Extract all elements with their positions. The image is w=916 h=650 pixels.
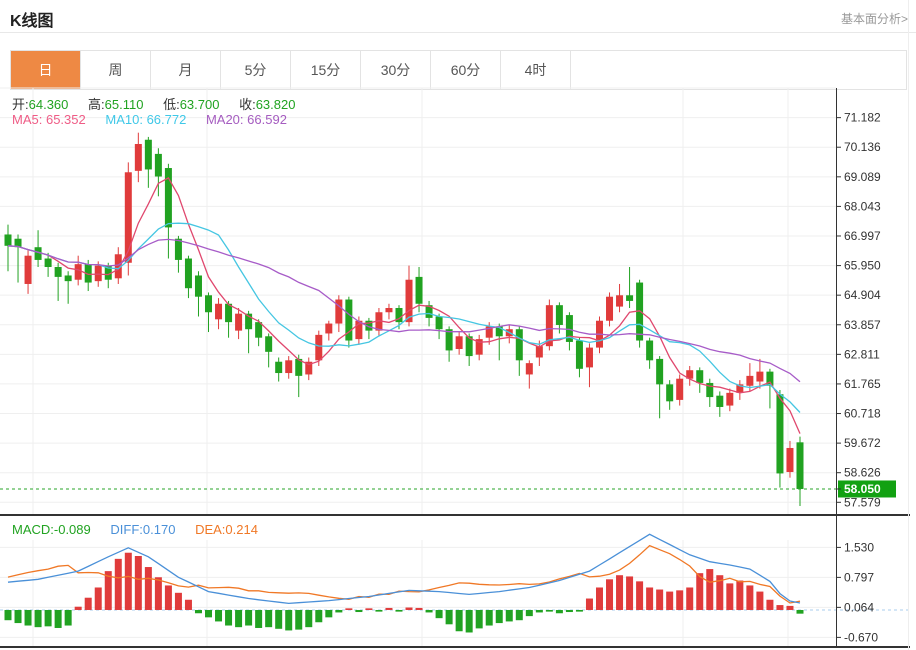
dea-label: DEA: <box>195 522 226 537</box>
macd-label: MACD: <box>12 522 54 537</box>
ma5-value: 65.352 <box>45 112 86 127</box>
svg-text:66.997: 66.997 <box>844 229 881 243</box>
low-label: 低: <box>163 97 180 112</box>
tab-week[interactable]: 周 <box>81 51 151 89</box>
diff-label: DIFF: <box>110 522 143 537</box>
open-label: 开: <box>12 97 29 112</box>
tab-60min[interactable]: 60分 <box>431 51 501 89</box>
ohlc-info-row: 开:64.360 高:65.110 低:63.700 收:63.820 <box>12 94 311 113</box>
svg-text:69.089: 69.089 <box>844 170 881 184</box>
page-title: K线图 <box>10 13 54 30</box>
svg-text:64.904: 64.904 <box>844 288 881 302</box>
tab-month[interactable]: 月 <box>151 51 221 89</box>
svg-text:58.050: 58.050 <box>844 482 881 496</box>
svg-text:71.182: 71.182 <box>844 111 881 125</box>
close-label: 收: <box>239 97 256 112</box>
tab-4hour[interactable]: 4时 <box>501 51 571 89</box>
close-value: 63.820 <box>255 97 296 112</box>
svg-text:65.950: 65.950 <box>844 259 881 273</box>
ma-info-row: MA5: 65.352 MA10: 66.772 MA20: 66.592 <box>12 112 303 127</box>
svg-text:0.064: 0.064 <box>844 600 874 614</box>
svg-text:57.579: 57.579 <box>844 495 881 509</box>
tab-day[interactable]: 日 <box>11 51 81 89</box>
interval-tabstrip: 日 周 月 5分 15分 30分 60分 4时 <box>10 50 907 90</box>
content-right-border <box>908 0 909 650</box>
svg-text:59.672: 59.672 <box>844 436 881 450</box>
high-label: 高: <box>88 97 105 112</box>
svg-text:60.718: 60.718 <box>844 407 881 421</box>
low-value: 63.700 <box>179 97 220 112</box>
svg-text:61.765: 61.765 <box>844 377 881 391</box>
svg-text:68.043: 68.043 <box>844 199 881 213</box>
svg-text:70.136: 70.136 <box>844 140 881 154</box>
macd-value: -0.089 <box>53 522 91 537</box>
svg-text:58.626: 58.626 <box>844 466 881 480</box>
ma5-label: MA5: <box>12 112 43 127</box>
tab-5min[interactable]: 5分 <box>221 51 291 89</box>
ma20-value: 66.592 <box>247 112 287 127</box>
tab-30min[interactable]: 30分 <box>361 51 431 89</box>
page-header: K线图 基本面分析> <box>0 0 916 33</box>
tab-15min[interactable]: 15分 <box>291 51 361 89</box>
ma20-label: MA20: <box>205 112 244 127</box>
ma10-label: MA10: <box>105 112 143 127</box>
svg-text:-0.670: -0.670 <box>844 630 878 644</box>
svg-text:62.811: 62.811 <box>844 347 880 361</box>
open-value: 64.360 <box>28 97 69 112</box>
svg-text:63.857: 63.857 <box>844 318 881 332</box>
dea-value: 0.214 <box>225 522 258 537</box>
diff-value: 0.170 <box>142 522 176 537</box>
svg-text:0.797: 0.797 <box>844 570 874 584</box>
macd-info-row: MACD:-0.089 DIFF:0.170 DEA:0.214 <box>12 522 274 537</box>
ma10-value: 66.772 <box>146 112 187 127</box>
fundamental-analysis-link[interactable]: 基本面分析> <box>840 12 908 26</box>
high-value: 65.110 <box>104 97 144 112</box>
svg-text:1.530: 1.530 <box>844 540 874 554</box>
